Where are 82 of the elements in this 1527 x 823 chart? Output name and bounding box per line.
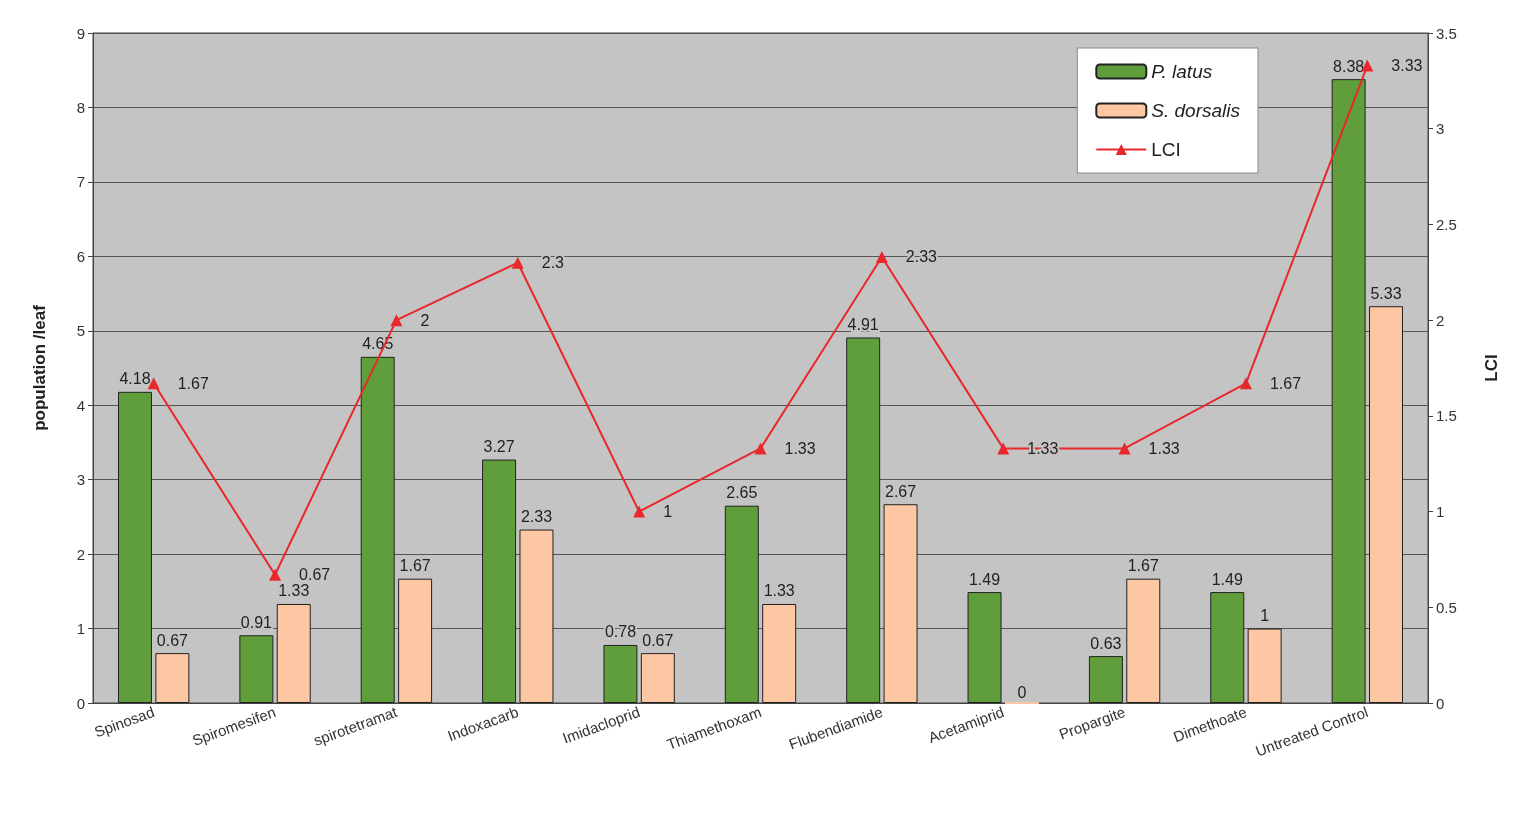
legend-label: P. latus [1151, 61, 1213, 82]
y2-tick-label: 3 [1436, 120, 1445, 138]
y-tick-label: 8 [76, 98, 85, 116]
y-tick-label: 3 [76, 471, 85, 489]
legend-label: LCI [1151, 139, 1181, 160]
bar [846, 337, 881, 703]
y-axis-title: population /leaf [30, 304, 49, 431]
data-label: 0.67 [642, 631, 674, 649]
point [875, 250, 888, 263]
point [633, 505, 646, 518]
data-label: 2 [420, 311, 430, 329]
y2-tick-label: 1 [1436, 503, 1445, 521]
y-tick-label: 0 [76, 694, 85, 712]
data-label: 3.27 [483, 438, 515, 456]
y-tick-label: 1 [76, 620, 85, 638]
data-label: 3.33 [1391, 57, 1423, 75]
bar [1247, 628, 1282, 703]
data-label: 1.33 [784, 439, 816, 457]
data-label: 1.49 [1211, 570, 1243, 588]
bar [1088, 656, 1123, 703]
data-label: 0.67 [156, 631, 189, 649]
bar [762, 603, 797, 703]
point [390, 314, 403, 327]
data-label: 0.63 [1090, 634, 1122, 652]
bar [276, 603, 311, 703]
y-tick-label: 9 [76, 24, 85, 42]
data-label: 0.67 [299, 566, 331, 584]
data-label: 1.33 [763, 582, 795, 600]
point [1118, 442, 1131, 455]
bar [603, 644, 638, 703]
bar [724, 505, 759, 703]
point [269, 568, 282, 581]
bar [398, 578, 433, 703]
bar [239, 635, 274, 703]
data-label: 1.67 [399, 557, 431, 575]
data-label: 2.3 [541, 254, 565, 272]
point [997, 442, 1010, 455]
y2-tick-label: 0.5 [1436, 598, 1457, 616]
bar [1210, 592, 1245, 703]
data-label: 1.49 [968, 570, 1001, 588]
data-label: 2.65 [726, 484, 758, 502]
data-label: 0.91 [240, 613, 273, 631]
bar [1126, 578, 1161, 703]
bar [883, 504, 918, 703]
data-label: 4.18 [119, 370, 151, 388]
data-label: 0 [1017, 683, 1027, 701]
bar [1331, 79, 1366, 703]
bar [519, 529, 554, 703]
y2-tick-label: 0 [1436, 694, 1445, 712]
y-tick-label: 5 [76, 322, 85, 340]
data-label: 1.33 [278, 582, 310, 600]
y-tick-label: 4 [76, 396, 85, 414]
point [754, 442, 767, 455]
data-label: 1.67 [1269, 374, 1302, 392]
point [1239, 377, 1252, 390]
data-label: 2.33 [520, 508, 553, 526]
data-label: 1.67 [1127, 557, 1159, 575]
data-label: 1.67 [177, 374, 209, 392]
y2-axis-title: LCI [1482, 354, 1501, 382]
bar [482, 459, 517, 703]
bar [640, 653, 675, 703]
legend-label: S. dorsalis [1151, 100, 1241, 121]
data-label: 1 [1260, 607, 1270, 625]
data-label: 1 [663, 503, 673, 521]
y2-tick-label: 1.5 [1436, 407, 1457, 425]
bar [1369, 306, 1403, 703]
bar [360, 356, 395, 703]
point [511, 256, 524, 269]
bar [155, 653, 190, 703]
data-label: 8.38 [1333, 57, 1365, 75]
data-label: 2.67 [884, 482, 917, 500]
bar [967, 592, 1002, 703]
y2-tick-label: 2 [1436, 311, 1445, 329]
data-label: 5.33 [1370, 284, 1402, 302]
y-tick-label: 2 [76, 545, 85, 563]
y-tick-label: 6 [76, 247, 85, 265]
y2-tick-label: 2.5 [1436, 215, 1457, 233]
data-label: 1.33 [1148, 439, 1180, 457]
bar [118, 391, 152, 703]
y-tick-label: 7 [76, 173, 85, 191]
y2-tick-label: 3.5 [1436, 24, 1457, 42]
data-label: 4.91 [847, 315, 879, 333]
